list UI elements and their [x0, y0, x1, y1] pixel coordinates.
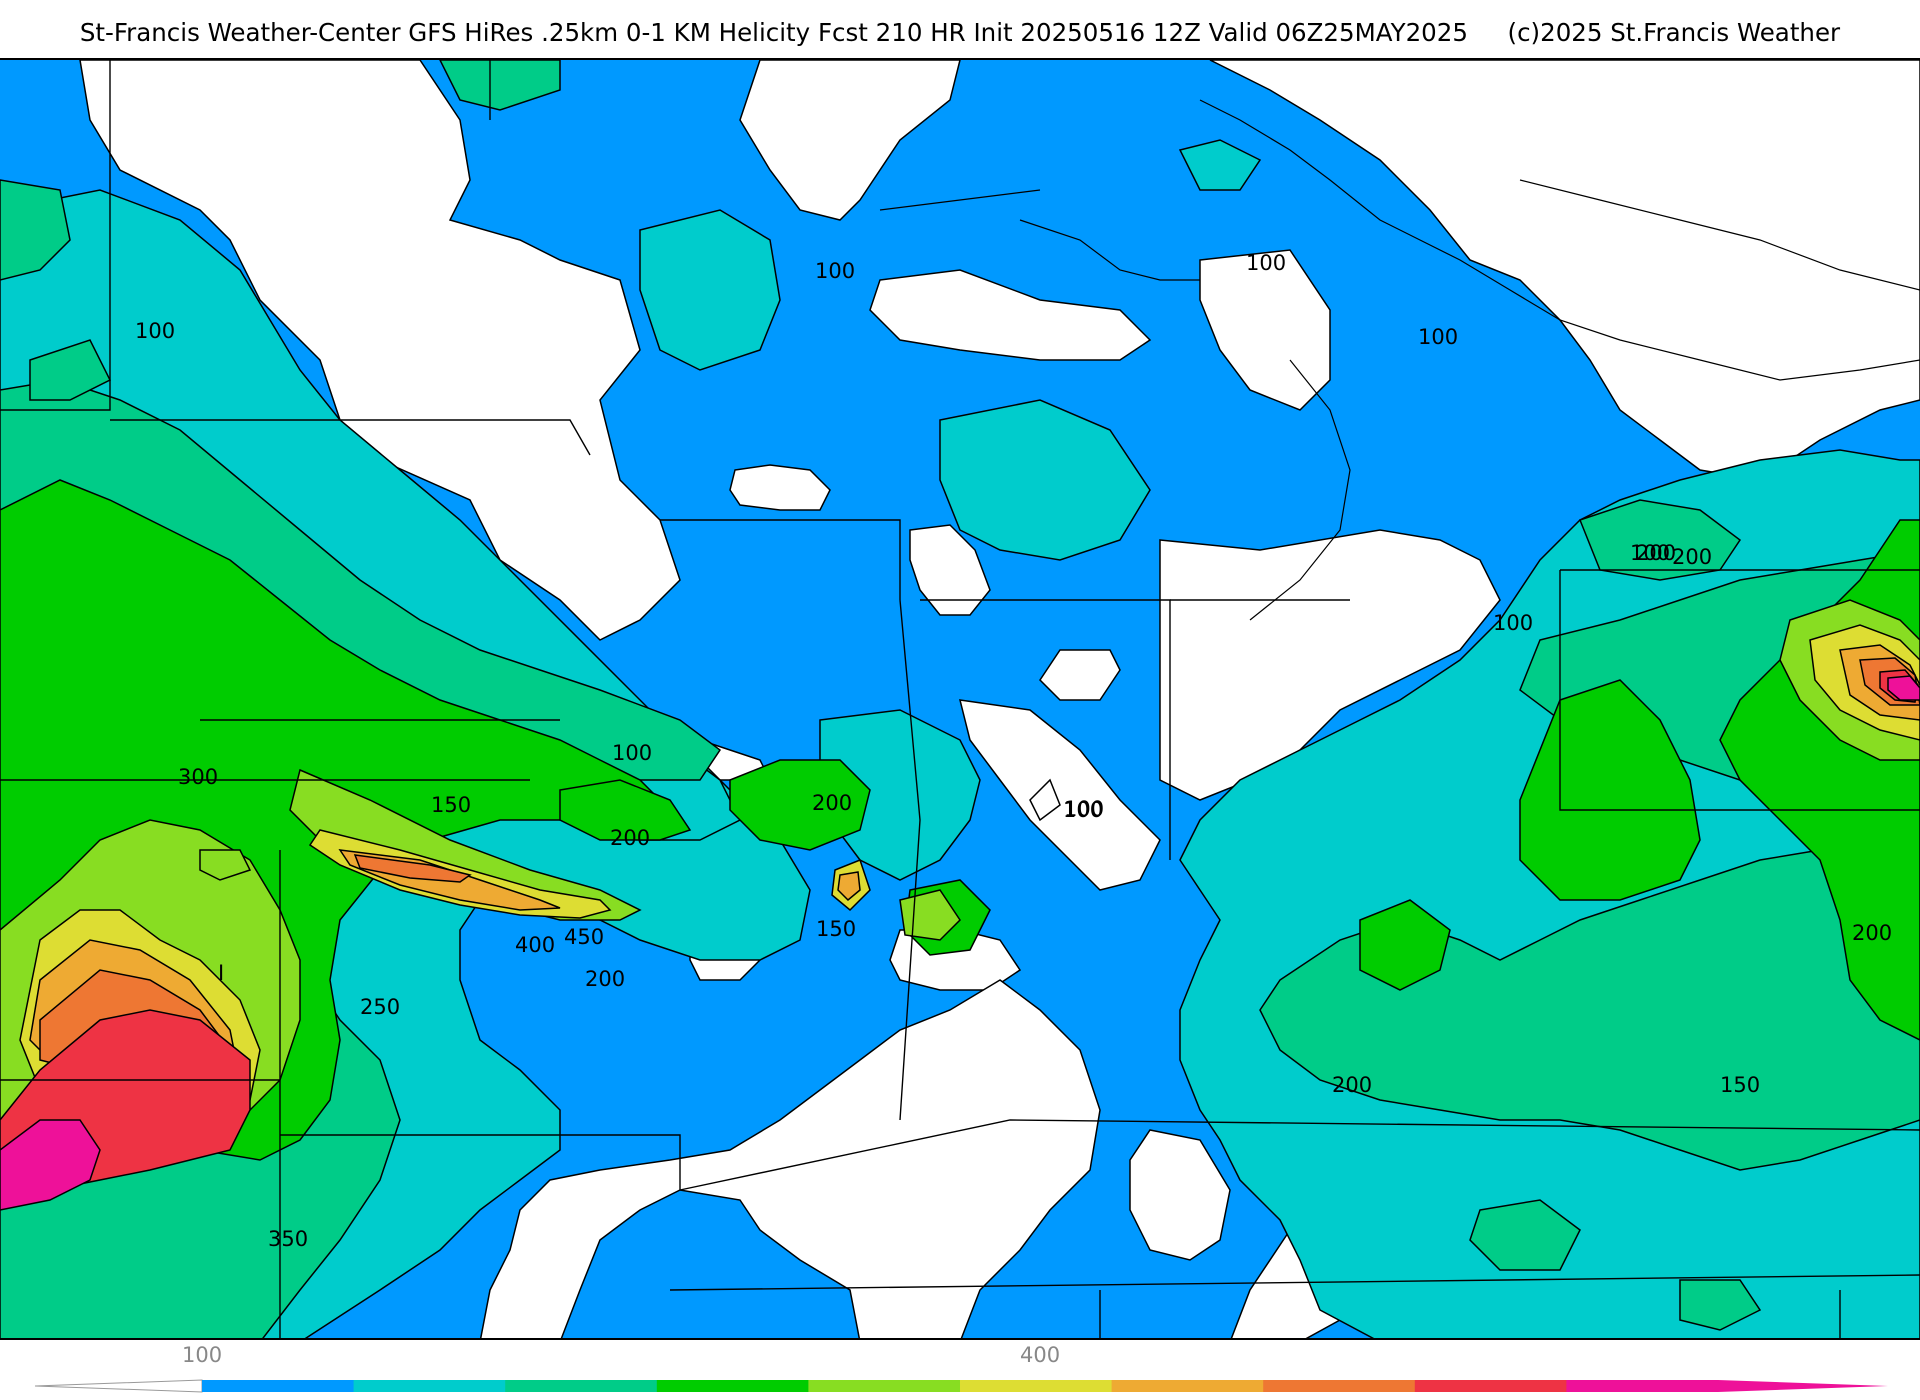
legend-segment-5 — [808, 1380, 961, 1392]
white-region-northwest — [79, 60, 681, 641]
contour-label-10: 200 — [812, 791, 852, 815]
white-region-tiny — [1029, 778, 1061, 822]
helicity-map-canvas: 100 100 100 100 100 100 100 100 150 200 … — [0, 60, 1920, 1338]
state-border-1 — [0, 60, 111, 411]
contour-label-16: 450 — [564, 925, 604, 949]
legend-segment-6 — [960, 1380, 1113, 1392]
legend-segment-4 — [656, 1380, 809, 1392]
below-threshold-regions — [0, 60, 1920, 1338]
coastline-2 — [1249, 359, 1351, 621]
orange-region-small — [837, 871, 861, 902]
contour-label-20: 200 — [1332, 1073, 1372, 1097]
coastline-5 — [1519, 179, 1920, 291]
legend-segment-7 — [1111, 1380, 1264, 1392]
white-region-indiana-ohio — [1159, 529, 1501, 801]
legend-segment-8 — [1263, 1380, 1416, 1392]
state-border-8 — [1559, 570, 1920, 811]
contour-label-18: 250 — [360, 995, 400, 1019]
coastline-1 — [1199, 99, 1920, 381]
contour-label-3: 100 — [1418, 325, 1458, 349]
title-main: St-Francis Weather-Center GFS HiRes .25k… — [79, 18, 1468, 47]
contour-label-14: 300 — [178, 765, 218, 789]
contour-labels: 100 100 100 100 100 100 100 100 150 200 … — [135, 251, 1892, 1251]
teal-region-north-1 — [639, 209, 781, 371]
green-region-small-2 — [729, 759, 871, 851]
state-border-2 — [110, 419, 591, 456]
teal-region-north-2 — [1178, 139, 1262, 191]
contour-label-25: I — [218, 961, 224, 985]
helicity-map: 100 100 100 100 100 100 100 100 150 200 … — [0, 58, 1920, 1340]
contour-label-15: 400 — [515, 933, 555, 957]
magenta-regions — [0, 675, 1920, 1211]
state-border-15 — [669, 1274, 1920, 1291]
mint-region-small-4 — [1679, 1279, 1762, 1331]
legend-tick-400: 400 — [1020, 1343, 1061, 1367]
map-title: St-Francis Weather-Center GFS HiRes .25k… — [0, 0, 1920, 58]
white-region-illinois — [959, 699, 1161, 891]
magenta-region-east — [1887, 675, 1920, 701]
title-copyright: (c)2025 St.Francis Weather — [1507, 18, 1841, 47]
legend-tick-100: 100 — [182, 1343, 223, 1367]
contour-label-13: 150 — [816, 917, 856, 941]
contour-label-9: 150 — [431, 793, 471, 817]
green-region-small-3 — [559, 779, 692, 841]
white-region-southern-plains — [480, 979, 1101, 1338]
contour-label-6: 100 — [612, 741, 652, 765]
legend-segment-2 — [353, 1380, 506, 1392]
contour-label-2: 100 — [1246, 251, 1286, 275]
legend-segment-3 — [505, 1380, 658, 1392]
legend-segment-1 — [202, 1380, 355, 1392]
contour-label-8: 100 — [1630, 541, 1670, 565]
legend-upper-triangle — [1718, 1380, 1888, 1392]
white-region-small-1 — [729, 464, 831, 511]
lightgreen-region-tiny — [199, 849, 252, 881]
darkorange-region-band — [353, 854, 472, 883]
white-region-small-2 — [909, 524, 991, 616]
magenta-region-west — [0, 1119, 101, 1211]
contour-label-17: 200 — [585, 967, 625, 991]
legend-segments — [202, 1380, 1719, 1392]
contour-label-19: 350 — [268, 1227, 308, 1251]
color-legend: 100 400 — [0, 1340, 1920, 1400]
contour-label-12: 200 — [1672, 545, 1712, 569]
mint-region-southeast — [1259, 829, 1920, 1171]
contour-label-22: 150 — [1720, 1073, 1760, 1097]
contour-label-21: 200 — [1852, 921, 1892, 945]
white-region-northeast — [1209, 60, 1920, 481]
state-border-13 — [280, 1134, 681, 1190]
coastline-3 — [1019, 219, 1200, 281]
white-region-small-3 — [1039, 649, 1121, 701]
legend-bar — [34, 1379, 1888, 1393]
mint-region-north — [439, 60, 561, 111]
legend-segment-9 — [1414, 1380, 1567, 1392]
contour-label-5: 100 — [1493, 611, 1533, 635]
mint-region-small-3 — [1469, 1199, 1581, 1271]
white-region-lake-area — [869, 269, 1152, 361]
teal-region-central — [939, 399, 1151, 561]
contour-label-4: 100 — [135, 319, 175, 343]
legend-lower-triangle — [34, 1379, 203, 1393]
contour-label-23: 200 — [1636, 541, 1676, 565]
state-borders — [0, 60, 1920, 1338]
legend-segment-10 — [1566, 1380, 1719, 1392]
white-region-small-7 — [1129, 1129, 1231, 1261]
contour-label-7: 100 — [1064, 797, 1104, 821]
white-region-north-center — [739, 60, 961, 221]
coastline-4 — [879, 189, 1041, 211]
contour-label-1: 100 — [815, 259, 855, 283]
green-region-small-1 — [1359, 899, 1451, 991]
state-border-4 — [660, 519, 901, 600]
state-border-16 — [899, 599, 921, 1121]
green-region-east-mid — [1519, 679, 1701, 901]
mint-region-small-2 — [29, 339, 112, 401]
contour-label-24: 100 — [1063, 798, 1103, 822]
mint-region-nw-edge — [0, 179, 71, 281]
coastlines — [879, 99, 1920, 621]
contour-label-11: 200 — [610, 826, 650, 850]
mint-region-small-1 — [1579, 499, 1742, 581]
state-border-14 — [679, 1119, 1920, 1191]
